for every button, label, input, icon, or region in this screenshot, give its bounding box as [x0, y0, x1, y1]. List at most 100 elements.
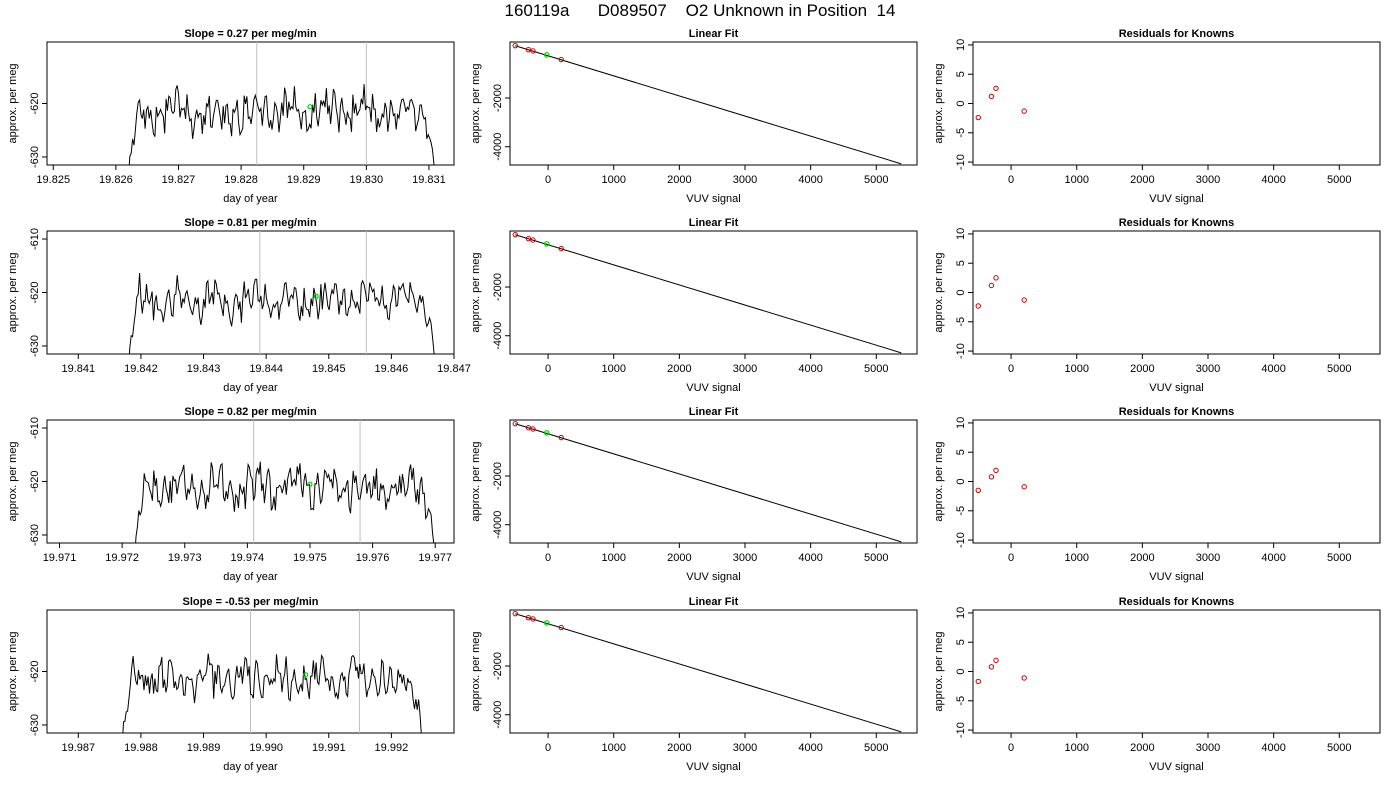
x-tick-label: 19.974	[231, 552, 265, 564]
chart-panel-0-2: Residuals for Knowns 0 1000 2000 3000 4000 500…	[933, 28, 1381, 205]
x-tick-label: 0	[545, 363, 551, 375]
plot-area	[975, 85, 1027, 121]
unknown-point-marker	[313, 293, 319, 299]
plot-area	[122, 610, 422, 733]
y-tick-label: -2000	[492, 652, 504, 680]
x-axis-label: day of year	[223, 761, 278, 773]
y-axis-label: approx. per meg	[7, 631, 19, 711]
known-point	[975, 487, 981, 493]
x-tick-label: 5000	[1327, 174, 1351, 186]
plot-frame	[972, 41, 1381, 166]
x-tick-label: 1000	[1064, 552, 1088, 564]
x-tick-label: 4000	[1261, 174, 1285, 186]
x-axis-label: day of year	[223, 193, 278, 205]
x-tick-label: 2000	[667, 552, 691, 564]
chart-title: Slope = 0.81 per meg/min	[184, 217, 317, 229]
x-tick-label: 2000	[667, 742, 691, 754]
unknown-point-marker	[307, 104, 313, 110]
x-tick-label: 5000	[1327, 552, 1351, 564]
known-point	[993, 275, 999, 281]
y-axis-label: approx. per meg	[470, 441, 482, 521]
x-tick-label: 1000	[1064, 174, 1088, 186]
y-tick-label: -610	[29, 417, 41, 439]
x-tick-label: 3000	[1196, 742, 1220, 754]
y-axis-label: approx. per meg	[470, 252, 482, 332]
chart-panel-1-1: Linear Fit 0 1000 2000 3000 4000 5000 -2000 -400…	[470, 217, 918, 394]
known-point	[558, 434, 564, 441]
known-point	[988, 474, 995, 480]
x-tick-label: 19.830	[350, 174, 384, 186]
y-tick-label: 10	[955, 607, 967, 619]
x-axis-label: VUV signal	[1149, 193, 1203, 205]
chart-panel-1-0: Slope = 0.81 per meg/min 19.841 19.842 19.8…	[7, 217, 471, 394]
x-tick-label: 19.846	[375, 363, 409, 375]
known-point	[525, 235, 532, 242]
unknown-point	[543, 52, 550, 58]
known-point	[988, 664, 995, 670]
fit-line	[515, 613, 902, 733]
x-tick-label: 0	[1008, 552, 1014, 564]
chart-title: Linear Fit	[689, 28, 739, 40]
y-axis-label: approx. per meg	[7, 441, 19, 521]
x-tick-label: 19.971	[43, 552, 77, 564]
plot-area	[512, 420, 902, 543]
x-tick-label: 1000	[1064, 363, 1088, 375]
x-tick-label: 1000	[601, 552, 625, 564]
plot-frame	[509, 609, 918, 734]
plot-area	[135, 420, 435, 543]
plot-frame	[46, 419, 455, 544]
known-point	[1021, 108, 1027, 114]
chart-title: Slope = 0.82 per meg/min	[184, 406, 317, 418]
y-tick-label: -630	[29, 524, 41, 546]
chart-panel-2-0: Slope = 0.82 per meg/min 19.971 19.972 19.9…	[7, 406, 455, 583]
x-axis-label: day of year	[223, 571, 278, 583]
y-tick-label: -620	[29, 92, 41, 114]
plot-area	[975, 657, 1027, 685]
x-tick-label: 19.843	[187, 363, 221, 375]
y-axis-label: approx. per meg	[470, 631, 482, 711]
chart-title: Residuals for Knowns	[1119, 217, 1235, 229]
x-tick-label: 4000	[1261, 742, 1285, 754]
known-point	[530, 616, 536, 622]
x-tick-label: 19.829	[287, 174, 321, 186]
known-point	[993, 467, 999, 474]
fit-line	[515, 45, 902, 165]
y-tick-label: 0	[955, 668, 967, 674]
y-tick-label: -610	[29, 228, 41, 250]
x-tick-label: 19.972	[105, 552, 139, 564]
x-tick-label: 5000	[864, 552, 888, 564]
y-axis-label: approx. per meg	[933, 63, 945, 143]
known-point	[530, 48, 536, 54]
chart-title: Linear Fit	[689, 406, 739, 418]
figure-title: 160119a D089507 O2 Unknown in Position 1…	[504, 1, 896, 20]
x-tick-label: 4000	[798, 174, 822, 186]
x-tick-label: 2000	[667, 363, 691, 375]
known-point	[975, 678, 981, 685]
x-axis-label: VUV signal	[686, 193, 740, 205]
unknown-point	[543, 241, 550, 247]
x-tick-label: 19.827	[162, 174, 196, 186]
plot-area	[512, 610, 902, 733]
chart-title: Linear Fit	[689, 596, 739, 608]
y-tick-label: -4000	[492, 133, 504, 161]
x-tick-label: 3000	[1196, 363, 1220, 375]
known-point	[993, 657, 999, 664]
y-tick-label: 10	[955, 39, 967, 51]
x-tick-label: 3000	[733, 363, 757, 375]
plot-area	[975, 275, 1027, 309]
plot-frame	[972, 230, 1381, 355]
x-axis-label: VUV signal	[1149, 382, 1203, 394]
x-tick-label: 1000	[1064, 742, 1088, 754]
x-tick-label: 1000	[601, 174, 625, 186]
y-axis-label: approx. per meg	[7, 63, 19, 143]
x-tick-label: 5000	[864, 742, 888, 754]
unknown-point-marker	[303, 672, 309, 678]
x-tick-label: 1000	[601, 363, 625, 375]
y-tick-label: 5	[955, 449, 967, 455]
y-axis-label: approx. per meg	[470, 63, 482, 143]
measurement-trace	[128, 84, 435, 165]
x-tick-label: 19.841	[61, 363, 95, 375]
x-tick-label: 19.977	[418, 552, 452, 564]
x-tick-label: 1000	[601, 742, 625, 754]
x-tick-label: 19.992	[375, 742, 409, 754]
